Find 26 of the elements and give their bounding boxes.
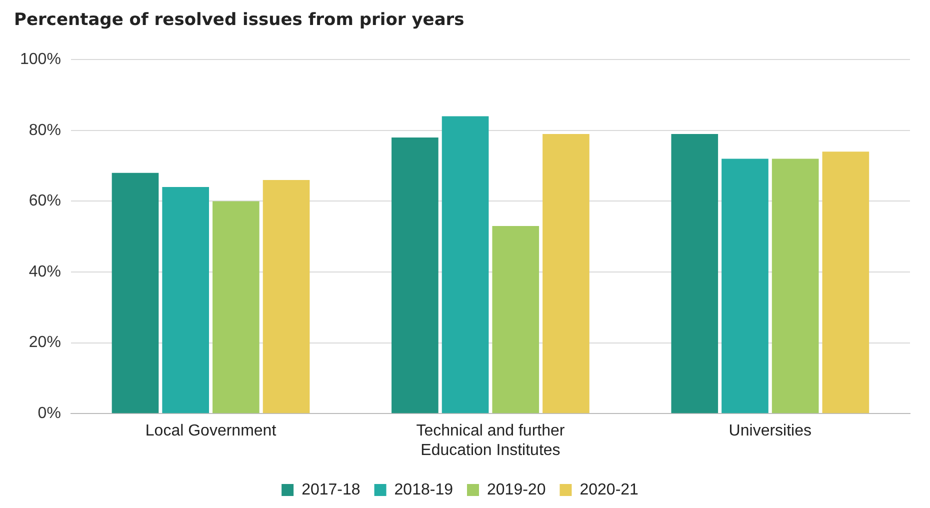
x-tick-label: Technical and further Education Institutes — [416, 422, 566, 459]
y-tick-label: 100% — [20, 51, 61, 68]
chart-title: Percentage of resolved issues from prior years — [14, 10, 464, 30]
bar — [492, 226, 540, 414]
x-tick-label: Universities — [728, 422, 812, 440]
bar — [392, 137, 438, 414]
legend-label: 2020-21 — [580, 481, 639, 498]
y-tick-label: 80% — [28, 122, 61, 139]
x-tick-label: Local Government — [145, 422, 277, 440]
bar — [722, 158, 768, 414]
legend-label: 2017-18 — [302, 481, 360, 498]
bar — [212, 201, 260, 414]
y-tick-label: 40% — [28, 263, 61, 280]
bar — [442, 116, 489, 414]
bar — [542, 134, 590, 414]
legend-label: 2018-19 — [394, 481, 454, 498]
bar — [162, 187, 210, 414]
bar — [112, 172, 159, 414]
y-tick-label: 60% — [28, 192, 61, 210]
bar — [822, 152, 870, 414]
bar — [671, 134, 718, 414]
bar — [262, 180, 310, 414]
y-tick-label: 0% — [38, 405, 61, 422]
legend-label: 2019-20 — [487, 481, 546, 498]
y-tick-label: 20% — [28, 334, 61, 352]
bar — [772, 158, 819, 414]
